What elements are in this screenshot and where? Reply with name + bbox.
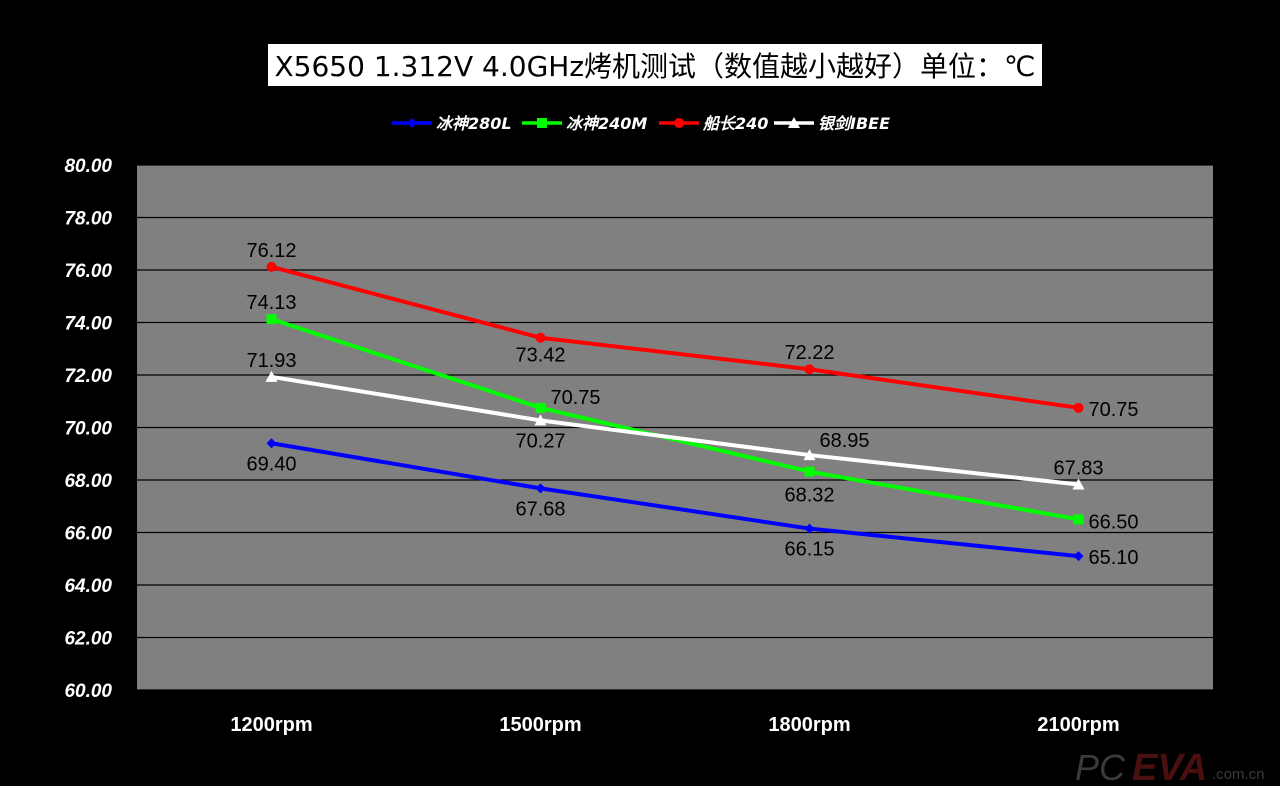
- data-label: 65.10: [1089, 547, 1139, 569]
- data-point: [534, 414, 547, 426]
- data-label: 69.40: [246, 453, 296, 475]
- legend-marker: [407, 118, 417, 128]
- data-point: [535, 402, 546, 413]
- y-tick-label: 66.00: [64, 524, 112, 545]
- y-axis: 80.00 78.00 76.00 74.00 72.00 70.00 68.00 66.00…: [64, 156, 112, 702]
- watermark-pc: PC: [1075, 747, 1126, 786]
- data-label: 71.93: [246, 350, 296, 372]
- data-label: 76.12: [246, 240, 296, 262]
- x-tick-label: 1800rpm: [768, 714, 850, 736]
- y-tick-label: 72.00: [64, 366, 112, 387]
- data-point: [265, 370, 278, 382]
- data-point: [803, 449, 816, 461]
- y-tick-label: 80.00: [64, 156, 112, 177]
- x-tick-label: 2100rpm: [1037, 714, 1119, 736]
- series-0: [266, 438, 1084, 562]
- data-label: 68.32: [784, 485, 834, 507]
- data-point: [804, 364, 815, 375]
- watermark: PC EVA .com.cn: [1075, 747, 1265, 786]
- data-label: 67.68: [515, 498, 565, 520]
- data-label: 74.13: [246, 292, 296, 314]
- legend-marker: [537, 118, 547, 128]
- data-label: 66.15: [784, 539, 834, 561]
- data-point: [266, 438, 277, 449]
- series-group: [265, 261, 1085, 562]
- data-label: 67.83: [1053, 457, 1103, 479]
- y-tick-label: 60.00: [64, 681, 112, 702]
- data-labels: 69.40 67.68 66.15 65.10 74.13 70.75 68.32 66.50…: [246, 240, 1138, 569]
- gridlines: [137, 164, 1213, 691]
- data-point: [535, 332, 546, 343]
- chart-title: X5650 1.312V 4.0GHz烤机测试（数值越小越好）单位：℃: [275, 50, 1036, 83]
- legend-label: 银剑IBEE: [818, 114, 890, 133]
- watermark-eva: EVA: [1132, 747, 1207, 786]
- y-tick-label: 78.00: [64, 209, 112, 230]
- legend-marker: [788, 117, 800, 128]
- y-tick-label: 74.00: [64, 314, 112, 335]
- y-tick-label: 70.00: [64, 419, 112, 440]
- legend-item: 银剑IBEE: [774, 114, 890, 133]
- y-tick-label: 64.00: [64, 576, 112, 597]
- legend: 冰神280L 冰神240M 船长240 银剑IBEE: [392, 114, 890, 133]
- data-point: [1073, 551, 1084, 562]
- watermark-com: .com.cn: [1212, 766, 1265, 783]
- data-point: [535, 483, 546, 494]
- data-point: [1073, 514, 1084, 525]
- data-point: [266, 261, 277, 272]
- legend-item: 冰神240M: [522, 114, 647, 133]
- title-box: [268, 44, 1042, 86]
- data-point: [1072, 478, 1085, 490]
- data-point: [804, 466, 815, 477]
- data-label: 70.75: [1089, 399, 1139, 421]
- legend-item: 船长240: [659, 114, 768, 133]
- series-line: [271, 374, 1079, 487]
- legend-marker: [674, 118, 684, 128]
- data-label: 66.50: [1089, 511, 1139, 533]
- series-3: [265, 370, 1085, 490]
- legend-label: 船长240: [702, 114, 768, 133]
- series-line: [271, 441, 1079, 559]
- y-tick-label: 76.00: [64, 261, 112, 282]
- y-tick-label: 62.00: [64, 629, 112, 650]
- data-label: 73.42: [515, 345, 565, 367]
- legend-label: 冰神240M: [566, 114, 647, 133]
- series-2: [266, 261, 1084, 413]
- data-label: 72.22: [784, 342, 834, 364]
- legend-item: 冰神280L: [392, 114, 512, 133]
- data-label: 68.95: [820, 430, 870, 452]
- data-point: [804, 523, 815, 534]
- series-line: [270, 264, 1079, 410]
- x-axis: 1200rpm 1500rpm 1800rpm 2100rpm: [230, 714, 1119, 736]
- data-point: [266, 314, 277, 325]
- x-tick-label: 1200rpm: [230, 714, 312, 736]
- x-tick-label: 1500rpm: [499, 714, 581, 736]
- data-point: [1073, 402, 1084, 413]
- data-label: 70.27: [515, 430, 565, 452]
- data-label: 70.75: [551, 387, 601, 409]
- y-tick-label: 68.00: [64, 471, 112, 492]
- legend-label: 冰神280L: [436, 114, 512, 133]
